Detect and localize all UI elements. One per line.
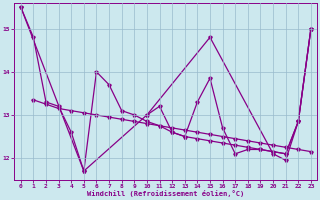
X-axis label: Windchill (Refroidissement éolien,°C): Windchill (Refroidissement éolien,°C)	[87, 190, 244, 197]
